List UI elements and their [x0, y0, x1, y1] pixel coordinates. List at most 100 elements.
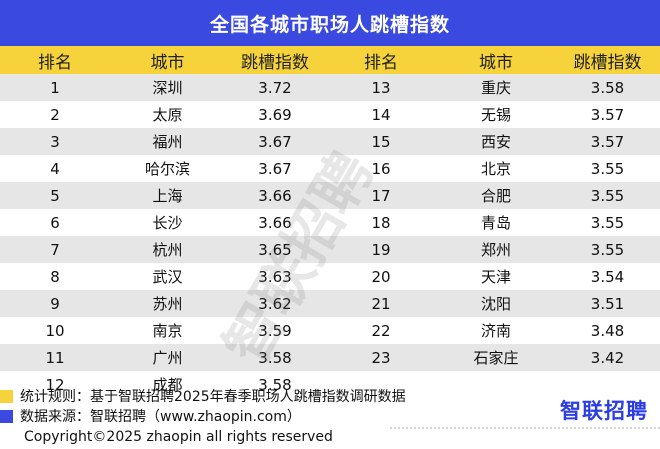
- rank-cell: 8: [0, 263, 110, 290]
- copyright: Copyright©2025 zhaopin all rights reserv…: [24, 429, 333, 445]
- table-row: 5 上海 3.66 17 合肥 3.55: [0, 182, 660, 209]
- rank-cell: 7: [0, 236, 110, 263]
- table-header-row: 排名 城市 跳槽指数 排名 城市 跳槽指数: [0, 46, 660, 74]
- index-cell: 3.57: [555, 101, 660, 128]
- header-index-right: 跳槽指数: [555, 46, 660, 74]
- header-index-left: 跳槽指数: [225, 46, 325, 74]
- index-cell: 3.55: [555, 182, 660, 209]
- rank-cell: 9: [0, 290, 110, 317]
- note-rule: 统计规则：基于智联招聘2025年春季职场人跳槽指数调研数据: [0, 386, 406, 406]
- city-cell: 福州: [110, 128, 225, 155]
- rank-cell: 10: [0, 317, 110, 344]
- rank-cell: 21: [325, 290, 437, 317]
- index-cell: 3.42: [555, 344, 660, 371]
- blue-square-icon: [0, 409, 13, 423]
- rank-cell: 16: [325, 155, 437, 182]
- rank-cell: 22: [325, 317, 437, 344]
- index-cell: 3.67: [225, 128, 325, 155]
- city-cell: 青岛: [437, 209, 555, 236]
- index-cell: [555, 371, 660, 398]
- table-row: 3 福州 3.67 15 西安 3.57: [0, 128, 660, 155]
- header-rank-left: 排名: [0, 46, 110, 74]
- yellow-square-icon: [0, 389, 13, 403]
- city-cell: 武汉: [110, 263, 225, 290]
- city-cell: 哈尔滨: [110, 155, 225, 182]
- rank-cell: 3: [0, 128, 110, 155]
- note-source: 数据来源：智联招聘（www.zhaopin.com）: [0, 406, 301, 426]
- rank-cell: 2: [0, 101, 110, 128]
- rank-cell: 1: [0, 74, 110, 101]
- city-cell: 成都: [110, 371, 225, 398]
- rank-cell: 23: [325, 344, 437, 371]
- city-cell: 深圳: [110, 74, 225, 101]
- index-cell: 3.69: [225, 101, 325, 128]
- index-cell: 3.54: [555, 263, 660, 290]
- page-title: 全国各城市职场人跳槽指数: [0, 0, 660, 46]
- city-cell: 杭州: [110, 236, 225, 263]
- note-source-text: 数据来源：智联招聘（www.zhaopin.com）: [20, 409, 301, 425]
- city-cell: 沈阳: [437, 290, 555, 317]
- index-cell: 3.63: [225, 263, 325, 290]
- rank-cell: 5: [0, 182, 110, 209]
- table-row: 12 成都 3.58: [0, 371, 660, 398]
- rank-cell: 13: [325, 74, 437, 101]
- index-cell: 3.62: [225, 290, 325, 317]
- rank-cell: 19: [325, 236, 437, 263]
- index-cell: 3.55: [555, 209, 660, 236]
- index-cell: 3.66: [225, 182, 325, 209]
- table-row: 9 苏州 3.62 21 沈阳 3.51: [0, 290, 660, 317]
- header-city-right: 城市: [437, 46, 555, 74]
- index-cell: 3.58: [555, 74, 660, 101]
- city-cell: 西安: [437, 128, 555, 155]
- city-cell: 无锡: [437, 101, 555, 128]
- rank-cell: 17: [325, 182, 437, 209]
- ranking-table: 排名 城市 跳槽指数 排名 城市 跳槽指数 1 深圳 3.72 13 重庆 3.58 2 太原…: [0, 46, 660, 398]
- city-cell: 广州: [110, 344, 225, 371]
- index-cell: 3.48: [555, 317, 660, 344]
- table-row: 8 武汉 3.63 20 天津 3.54: [0, 263, 660, 290]
- city-cell: 天津: [437, 263, 555, 290]
- index-cell: 3.55: [555, 236, 660, 263]
- rank-cell: 11: [0, 344, 110, 371]
- table-row: 4 哈尔滨 3.67 16 北京 3.55: [0, 155, 660, 182]
- header-city-left: 城市: [110, 46, 225, 74]
- city-cell: 石家庄: [437, 344, 555, 371]
- index-cell: 3.66: [225, 209, 325, 236]
- city-cell: 上海: [110, 182, 225, 209]
- index-cell: 3.58: [225, 344, 325, 371]
- city-cell: 长沙: [110, 209, 225, 236]
- table-row: 2 太原 3.69 14 无锡 3.57: [0, 101, 660, 128]
- table-row: 6 长沙 3.66 18 青岛 3.55: [0, 209, 660, 236]
- rank-cell: 20: [325, 263, 437, 290]
- zhaopin-logo: 智联招聘: [560, 399, 648, 423]
- rank-cell: 12: [0, 371, 110, 398]
- city-cell: 苏州: [110, 290, 225, 317]
- rank-cell: [325, 371, 437, 398]
- table-row: 7 杭州 3.65 19 郑州 3.55: [0, 236, 660, 263]
- note-rule-text: 统计规则：基于智联招聘2025年春季职场人跳槽指数调研数据: [20, 389, 406, 405]
- city-cell: 济南: [437, 317, 555, 344]
- city-cell: 太原: [110, 101, 225, 128]
- index-cell: 3.72: [225, 74, 325, 101]
- rank-cell: 6: [0, 209, 110, 236]
- rank-cell: 18: [325, 209, 437, 236]
- city-cell: [437, 371, 555, 398]
- city-cell: 合肥: [437, 182, 555, 209]
- index-cell: 3.58: [225, 371, 325, 398]
- index-cell: 3.67: [225, 155, 325, 182]
- table-row: 11 广州 3.58 23 石家庄 3.42: [0, 344, 660, 371]
- index-cell: 3.59: [225, 317, 325, 344]
- rank-cell: 14: [325, 101, 437, 128]
- index-cell: 3.65: [225, 236, 325, 263]
- rank-cell: 15: [325, 128, 437, 155]
- city-cell: 郑州: [437, 236, 555, 263]
- divider: [390, 427, 660, 429]
- city-cell: 北京: [437, 155, 555, 182]
- rank-cell: 4: [0, 155, 110, 182]
- index-cell: 3.55: [555, 155, 660, 182]
- index-cell: 3.51: [555, 290, 660, 317]
- city-cell: 南京: [110, 317, 225, 344]
- city-cell: 重庆: [437, 74, 555, 101]
- index-cell: 3.57: [555, 128, 660, 155]
- table-row: 1 深圳 3.72 13 重庆 3.58: [0, 74, 660, 101]
